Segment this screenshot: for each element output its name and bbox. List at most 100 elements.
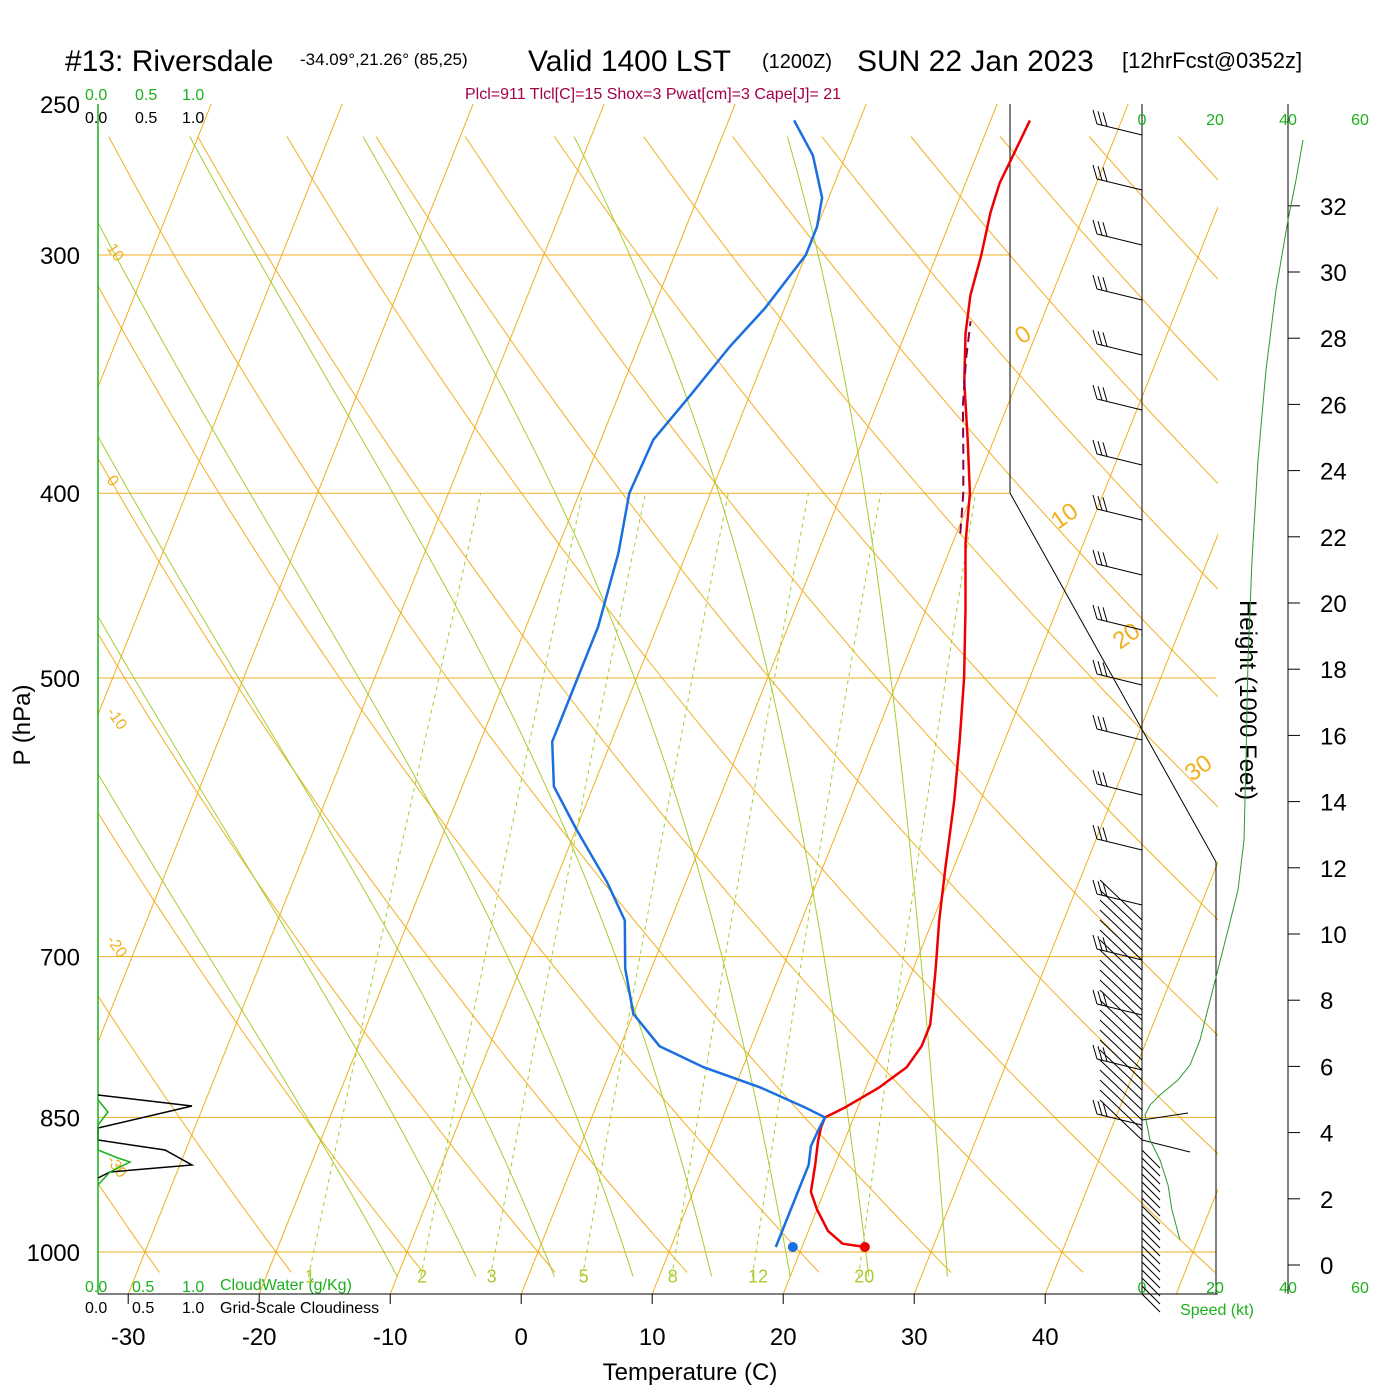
pressure-tick-label: 300 — [40, 243, 80, 270]
wind-barb-flag — [1092, 1099, 1098, 1115]
wind-barb-flag — [1097, 221, 1103, 236]
y-axis-title: P (hPa) — [9, 685, 36, 766]
mixing-ratio-label: 20 — [854, 1266, 874, 1286]
wind-barb — [1096, 178, 1143, 191]
wind-barb — [1096, 673, 1143, 686]
height-tick-label: 30 — [1320, 260, 1347, 287]
height-tick-label: 4 — [1320, 1121, 1333, 1148]
wind-barb — [1099, 959, 1143, 1001]
wind-barb-flag — [1102, 442, 1108, 457]
wind-barb — [1141, 1237, 1161, 1257]
wind-barb-flag — [1092, 439, 1098, 455]
wind-barb-flag — [1102, 387, 1108, 402]
wind-barb — [1096, 893, 1143, 906]
wind-barb — [1099, 1059, 1143, 1101]
wind-barb-flag — [1102, 112, 1108, 127]
height-tick-label: 20 — [1320, 591, 1347, 618]
wind-barb-flag — [1102, 662, 1108, 677]
wind-barb-flag — [1092, 329, 1098, 345]
isotherm-line — [651, 104, 1129, 1294]
height-tick-label: 6 — [1320, 1054, 1333, 1081]
station-coords: -34.09°,21.26° (85,25) — [300, 50, 468, 69]
wind-barb — [1099, 939, 1143, 981]
cloud-scale-top-black-2: 1.0 — [182, 110, 204, 127]
dry-adiabat — [999, 136, 1218, 381]
wind-barb — [1096, 838, 1143, 851]
dry-adiabat — [108, 136, 952, 1273]
dry-adiabat — [1268, 137, 1400, 1273]
wind-barb — [1099, 1029, 1143, 1071]
wind-barb-flag — [1092, 989, 1098, 1005]
speed-tick-bottom-60: 60 — [1351, 1280, 1369, 1297]
cloud-scale-top: 0.0 0.5 1.0 0.0 0.5 1.0 — [85, 87, 204, 127]
cloud-scale-top-black-1: 0.5 — [135, 110, 157, 127]
cloud-scale-bottom-black-2: 1.0 — [182, 1300, 204, 1317]
dry-adiabat — [821, 136, 1218, 590]
wind-barb — [1141, 1277, 1161, 1297]
wind-barb — [1141, 1261, 1161, 1281]
speed-tick-top-20: 20 — [1206, 112, 1224, 129]
speed-tick-bottom-40: 40 — [1279, 1280, 1297, 1297]
temp-tick-label: 40 — [1032, 1324, 1059, 1351]
dry-adiabat — [98, 284, 820, 1273]
wind-speed-profile — [1144, 139, 1304, 1241]
wind-barb-flag — [1097, 936, 1103, 951]
x-axis-title: Temperature (C) — [603, 1359, 778, 1386]
wind-barb-flag — [1092, 384, 1098, 400]
mixing-ratio-label: 5 — [579, 1266, 589, 1286]
wind-barb-flag — [1097, 276, 1103, 291]
isotherm-line — [258, 104, 736, 1294]
wind-barb — [1096, 618, 1143, 631]
wind-barb-flag — [1092, 109, 1098, 125]
pressure-tick-label: 400 — [40, 481, 80, 508]
cloud-profile — [97, 1094, 195, 1186]
plot-frame — [98, 104, 1289, 1295]
isotherm-line — [127, 104, 605, 1294]
isotherm-label: 0 — [1010, 320, 1036, 350]
wind-barb-flag — [1092, 219, 1098, 235]
wind-barb-flag — [1097, 771, 1103, 786]
wind-barb-flag — [1097, 551, 1103, 566]
dry-adiabat — [910, 136, 1218, 485]
moist-adiabat — [573, 136, 870, 1277]
speed-tick-top-0: 0 — [1138, 112, 1147, 129]
isotherm-line — [782, 205, 1218, 1294]
isotherm-line — [98, 104, 343, 716]
wind-barb — [1096, 453, 1143, 466]
wind-barb — [1099, 1099, 1143, 1141]
isotherm-label: 10 — [1046, 497, 1083, 534]
dry-adiabat — [553, 136, 1218, 921]
wind-barb — [1141, 1149, 1161, 1169]
temp-tick-label: 20 — [770, 1324, 797, 1351]
wind-barb-flag — [1097, 991, 1103, 1006]
wind-barb — [1099, 949, 1143, 991]
height-tick-label: 24 — [1320, 459, 1347, 486]
wind-barb — [1096, 398, 1143, 411]
mixing-ratio-label: 12 — [748, 1266, 768, 1286]
temperature-profile — [809, 119, 1032, 1249]
wind-barbs — [1092, 109, 1191, 1313]
dry-adiabat — [98, 632, 556, 1273]
dry-adiabat — [464, 136, 1218, 1037]
temp-tick-label: 0 — [515, 1324, 528, 1351]
wind-barb — [1096, 783, 1143, 796]
wind-barb-flag — [1102, 882, 1108, 897]
wind-barb — [1099, 879, 1143, 921]
cloud-scale-bottom-green-1: 0.5 — [132, 1279, 154, 1296]
wind-barb-flag — [1102, 332, 1108, 347]
pressure-tick-label: 500 — [40, 666, 80, 693]
wind-barb — [1141, 1229, 1161, 1249]
wind-barb — [1099, 909, 1143, 951]
wind-barb-flag — [1102, 717, 1108, 732]
speed-tick-bottom-0: 0 — [1138, 1280, 1147, 1297]
isotherm-line — [98, 104, 474, 1044]
parcel-profile — [959, 321, 972, 534]
wind-barb-flag — [1102, 497, 1108, 512]
wind-barb — [1096, 563, 1143, 576]
wind-barb-flag — [1092, 494, 1098, 510]
height-tick-label: 8 — [1320, 988, 1333, 1015]
mixing-ratio-line — [751, 493, 882, 1277]
wind-barb-flag — [1102, 167, 1108, 182]
